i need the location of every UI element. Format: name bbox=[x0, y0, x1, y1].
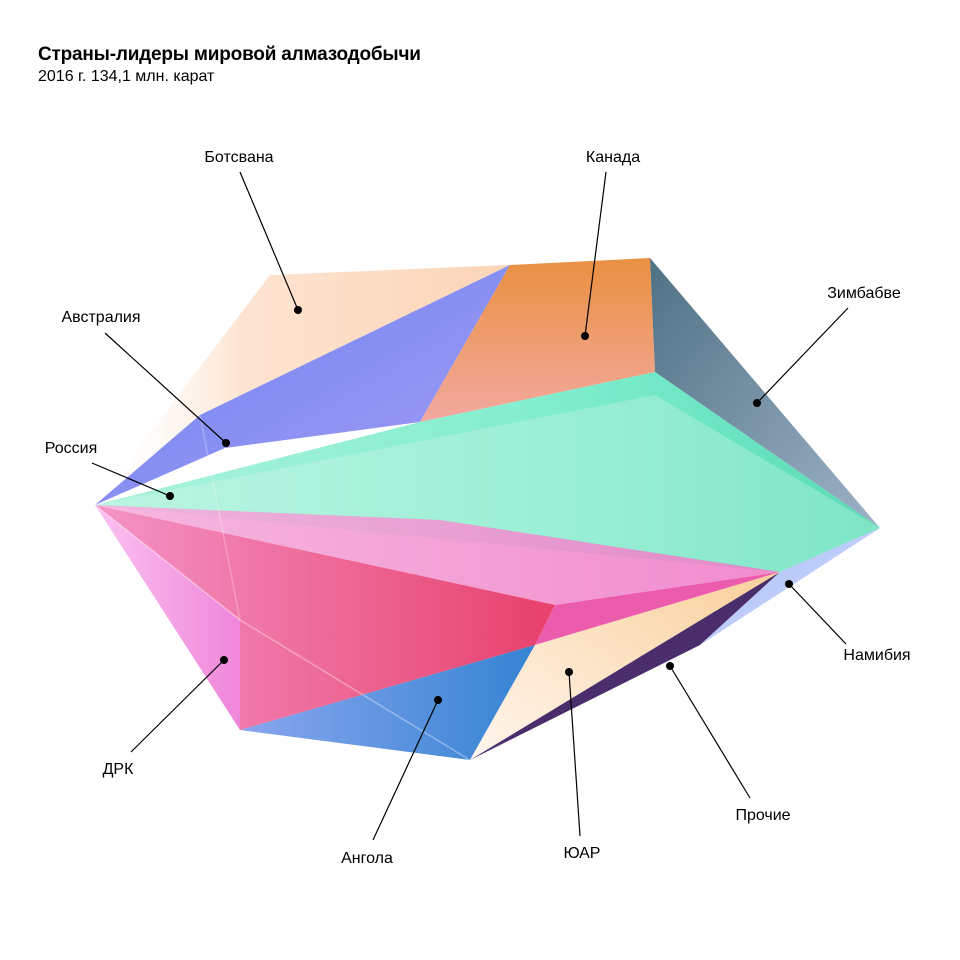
facet-russia-sheen bbox=[95, 395, 880, 572]
label-australia: Австралия bbox=[61, 309, 140, 326]
facet-australia bbox=[95, 265, 510, 505]
facet-core bbox=[95, 505, 555, 730]
facet-drc bbox=[95, 505, 240, 730]
label-other: Прочие bbox=[735, 807, 790, 824]
facets bbox=[94, 258, 880, 761]
dot-botswana bbox=[294, 306, 302, 314]
dot-russia bbox=[166, 492, 174, 500]
leader-canada bbox=[584, 171, 607, 337]
leader-australia bbox=[104, 332, 227, 444]
labels: Ботсвана Канада Зимбабве Австралия Росси… bbox=[45, 149, 911, 867]
page-subtitle: 2016 г. 134,1 млн. карат bbox=[38, 68, 215, 85]
label-botswana: Ботсвана bbox=[204, 149, 273, 166]
label-canada: Канада bbox=[586, 149, 640, 166]
leader-angola bbox=[372, 699, 439, 841]
leader-zimbabwe bbox=[756, 307, 849, 404]
dot-namibia bbox=[785, 580, 793, 588]
facet-canada bbox=[420, 258, 655, 422]
dot-drc bbox=[220, 656, 228, 664]
dot-south-africa bbox=[565, 668, 573, 676]
marker-dots bbox=[166, 306, 793, 704]
dot-zimbabwe bbox=[753, 399, 761, 407]
leader-botswana bbox=[239, 171, 299, 311]
dot-angola bbox=[434, 696, 442, 704]
leader-lines bbox=[91, 171, 849, 841]
dot-canada bbox=[581, 332, 589, 340]
label-drc: ДРК bbox=[103, 761, 135, 778]
edge-highlight bbox=[94, 504, 471, 761]
leader-other bbox=[669, 665, 751, 799]
leader-namibia bbox=[788, 583, 847, 645]
dot-australia bbox=[222, 439, 230, 447]
facet-botswana bbox=[95, 265, 510, 505]
leader-south-africa bbox=[568, 671, 581, 837]
label-russia: Россия bbox=[45, 440, 97, 457]
page-title: Страны-лидеры мировой алмазодобычи bbox=[38, 44, 421, 65]
label-zimbabwe: Зимбабве bbox=[827, 285, 901, 302]
edge-highlight-2 bbox=[199, 414, 241, 621]
label-angola: Ангола bbox=[341, 850, 393, 867]
leader-drc bbox=[130, 659, 225, 753]
label-namibia: Намибия bbox=[843, 647, 910, 664]
facet-zimbabwe bbox=[650, 258, 880, 528]
facet-pink-mid bbox=[95, 505, 780, 605]
leader-russia bbox=[91, 462, 171, 497]
label-south-africa: ЮАР bbox=[564, 845, 601, 862]
dot-other bbox=[666, 662, 674, 670]
facet-angola bbox=[240, 645, 535, 760]
facet-other bbox=[470, 572, 780, 760]
